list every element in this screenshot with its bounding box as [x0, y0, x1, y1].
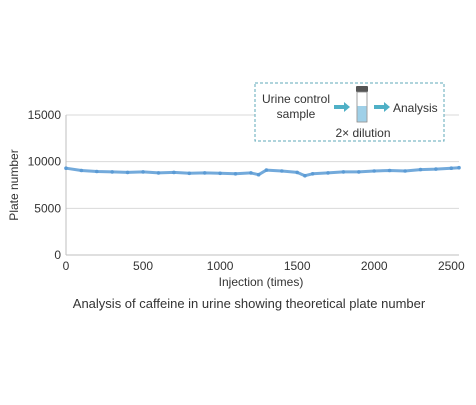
data-point: [310, 172, 315, 176]
inset-workflow: Urine control sample Analysis 2× dilutio…: [254, 82, 445, 142]
data-point: [372, 169, 377, 173]
inset-sample-label-line1: Urine control: [262, 92, 330, 106]
data-point: [403, 169, 407, 173]
data-point: [264, 168, 269, 172]
data-point: [280, 169, 284, 173]
arrow-right-icon: [334, 102, 350, 112]
y-tick-label: 10000: [28, 155, 62, 169]
inset-result-label: Analysis: [393, 101, 438, 115]
data-point: [449, 166, 454, 170]
data-point: [249, 171, 253, 175]
data-point: [156, 171, 161, 175]
inset-sample-label-line2: sample: [277, 107, 316, 121]
data-point: [418, 167, 423, 172]
x-tick-label: 2500: [438, 259, 465, 273]
inset-border: [254, 82, 445, 142]
x-tick-labels: 0 500 1000 1500 2000 2500: [63, 259, 465, 273]
data-point: [110, 170, 114, 174]
data-point: [172, 170, 176, 175]
x-axis-label: Injection (times): [219, 275, 304, 289]
data-points: [64, 165, 461, 178]
data-point: [457, 165, 461, 170]
data-point: [95, 169, 99, 174]
data-point: [187, 171, 192, 176]
y-axis-label: Plate number: [7, 149, 21, 220]
inset-dilution-label: 2× dilution: [335, 126, 390, 140]
vial-icon: [356, 86, 368, 123]
x-tick-label: 1500: [284, 259, 311, 273]
data-point: [218, 171, 222, 176]
y-tick-labels: 0 5000 10000 15000: [28, 108, 62, 262]
data-point: [141, 170, 145, 174]
plot-frame: [65, 115, 459, 256]
data-point: [326, 171, 330, 175]
data-point: [256, 172, 261, 177]
data-point: [303, 173, 307, 178]
data-point: [295, 170, 300, 175]
data-point: [233, 172, 238, 176]
x-tick-label: 1000: [207, 259, 234, 273]
x-tick-label: 500: [133, 259, 153, 273]
data-point: [79, 168, 84, 173]
data-point: [125, 170, 130, 175]
data-point: [434, 167, 438, 171]
y-tick-label: 5000: [34, 201, 61, 215]
y-tick-label: 0: [54, 248, 61, 262]
x-tick-label: 2000: [361, 259, 388, 273]
data-point: [341, 170, 346, 174]
data-point: [64, 166, 68, 170]
data-point: [202, 171, 207, 175]
chart-caption: Analysis of caffeine in urine showing th…: [73, 296, 426, 311]
data-point: [357, 170, 361, 174]
x-tick-label: 0: [63, 259, 70, 273]
arrow-right-icon: [374, 102, 390, 112]
series-line: [65, 166, 460, 178]
y-tick-label: 15000: [28, 108, 62, 122]
data-point: [387, 168, 392, 173]
